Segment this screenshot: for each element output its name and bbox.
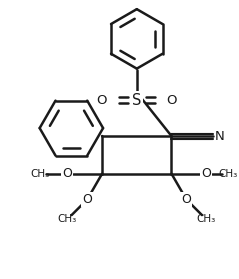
Text: S: S	[132, 93, 141, 108]
Text: CH₃: CH₃	[58, 214, 77, 224]
Text: O: O	[97, 94, 107, 107]
Text: CH₃: CH₃	[30, 169, 49, 179]
Text: O: O	[201, 167, 211, 180]
Text: O: O	[62, 167, 72, 180]
Text: N: N	[215, 129, 225, 143]
Text: CH₃: CH₃	[196, 214, 216, 224]
Text: CH₃: CH₃	[218, 169, 238, 179]
Text: O: O	[167, 94, 177, 107]
Text: O: O	[82, 193, 92, 206]
Text: O: O	[181, 193, 191, 206]
